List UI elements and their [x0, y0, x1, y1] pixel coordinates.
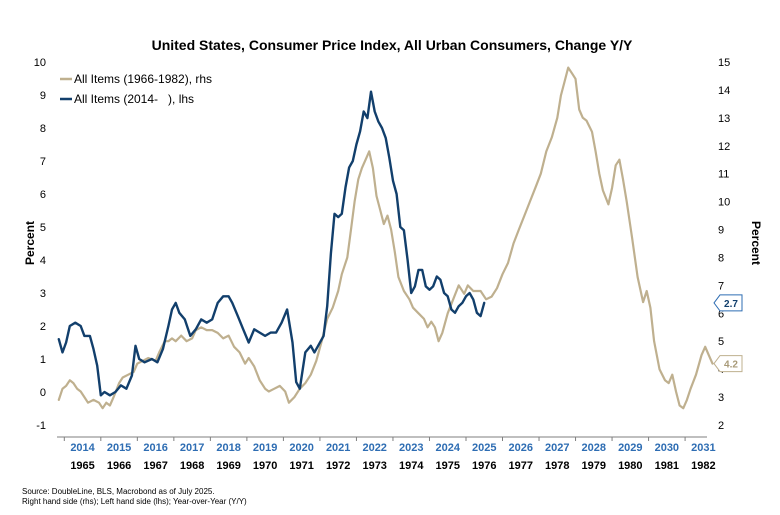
x-bottom-tick-label: 1976 — [472, 460, 496, 472]
y-axis-right-label: Percent — [749, 221, 763, 265]
y-axis-left-label: Percent — [23, 221, 37, 265]
chart-title: United States, Consumer Price Index, All… — [152, 37, 633, 53]
x-top-tick-label: 2025 — [472, 442, 496, 454]
y-right-tick-label: 10 — [718, 197, 730, 209]
x-bottom-tick-label: 1971 — [289, 460, 313, 472]
x-top-tick-label: 2023 — [399, 442, 423, 454]
x-bottom-tick-label: 1969 — [216, 460, 240, 472]
y-right-tick-label: 6 — [718, 308, 724, 320]
x-bottom-tick-label: 1974 — [399, 460, 424, 472]
x-bottom-tick-label: 1967 — [143, 460, 167, 472]
x-bottom-tick-label: 1973 — [362, 460, 386, 472]
y-right-tick-label: 3 — [718, 392, 724, 404]
y-left-tick-label: 6 — [40, 189, 46, 201]
x-bottom-tick-label: 1975 — [435, 460, 459, 472]
end-label-rhs: 4.2 — [724, 360, 738, 371]
end-label-lhs-box — [713, 294, 743, 312]
cpi-chart: -101234567891023456789101112131415201419… — [23, 37, 763, 472]
y-left-tick-label: 10 — [34, 57, 46, 69]
x-top-tick-label: 2031 — [691, 442, 715, 454]
y-left-tick-label: 2 — [40, 321, 46, 333]
legend: All Items (1966-1982), rhs All Items (20… — [60, 72, 212, 106]
y-right-tick-label: 2 — [718, 420, 724, 432]
y-left-tick-label: 9 — [40, 90, 46, 102]
x-bottom-tick-label: 1968 — [180, 460, 204, 472]
y-left-tick-label: 3 — [40, 288, 46, 300]
x-top-tick-label: 2029 — [618, 442, 642, 454]
end-label-rhs-box — [713, 355, 743, 373]
x-bottom-tick-label: 1972 — [326, 460, 350, 472]
source-note: Source: DoubleLine, BLS, Macrobond as of… — [22, 487, 247, 507]
x-bottom-tick-label: 1980 — [618, 460, 642, 472]
legend-label-rhs: All Items (1966-1982), rhs — [74, 72, 212, 86]
source-text: Source: DoubleLine, BLS, Macrobond as of… — [22, 487, 215, 496]
x-top-tick-label: 2020 — [289, 442, 313, 454]
y-right-tick-label: 12 — [718, 141, 730, 153]
x-bottom-tick-label: 1982 — [691, 460, 715, 472]
x-top-tick-label: 2017 — [180, 442, 204, 454]
x-top-tick-label: 2027 — [545, 442, 569, 454]
y-right-tick-label: 7 — [718, 280, 724, 292]
x-top-tick-label: 2018 — [216, 442, 240, 454]
x-bottom-tick-label: 1978 — [545, 460, 569, 472]
y-left-tick-label: 8 — [40, 123, 46, 135]
y-left-tick-label: 0 — [40, 387, 46, 399]
y-left-tick-label: 4 — [40, 255, 46, 267]
x-top-tick-label: 2016 — [143, 442, 167, 454]
x-bottom-tick-label: 1965 — [70, 460, 94, 472]
x-top-tick-label: 2028 — [582, 442, 606, 454]
y-left-tick-label: 1 — [40, 354, 46, 366]
series-line-rhs — [57, 66, 714, 410]
plot-area: -101234567891023456789101112131415201419… — [34, 57, 743, 472]
x-top-tick-label: 2015 — [107, 442, 131, 454]
y-left-tick-label: 5 — [40, 222, 46, 234]
y-right-tick-label: 5 — [718, 336, 724, 348]
end-label-lhs: 2.7 — [724, 299, 738, 310]
y-right-tick-label: 13 — [718, 113, 730, 125]
y-right-tick-label: 14 — [718, 85, 730, 97]
x-top-tick-label: 2026 — [509, 442, 533, 454]
y-right-tick-label: 8 — [718, 252, 724, 264]
x-bottom-tick-label: 1970 — [253, 460, 277, 472]
x-bottom-tick-label: 1977 — [509, 460, 533, 472]
y-right-tick-label: 9 — [718, 225, 724, 237]
x-top-tick-label: 2019 — [253, 442, 277, 454]
x-bottom-tick-label: 1981 — [655, 460, 679, 472]
source-legend-note: Right hand side (rhs); Left hand side (l… — [22, 497, 247, 506]
x-top-tick-label: 2014 — [70, 442, 95, 454]
x-bottom-tick-label: 1979 — [582, 460, 606, 472]
y-left-tick-label: 7 — [40, 156, 46, 168]
x-top-tick-label: 2022 — [362, 442, 386, 454]
legend-label-lhs: All Items (2014- ), lhs — [74, 92, 194, 106]
x-top-tick-label: 2021 — [326, 442, 350, 454]
y-right-tick-label: 15 — [718, 57, 730, 69]
y-left-tick-label: -1 — [36, 420, 46, 432]
x-top-tick-label: 2024 — [435, 442, 460, 454]
y-right-tick-label: 11 — [718, 169, 729, 181]
series-line-lhs — [57, 90, 486, 397]
x-bottom-tick-label: 1966 — [107, 460, 131, 472]
x-top-tick-label: 2030 — [655, 442, 679, 454]
